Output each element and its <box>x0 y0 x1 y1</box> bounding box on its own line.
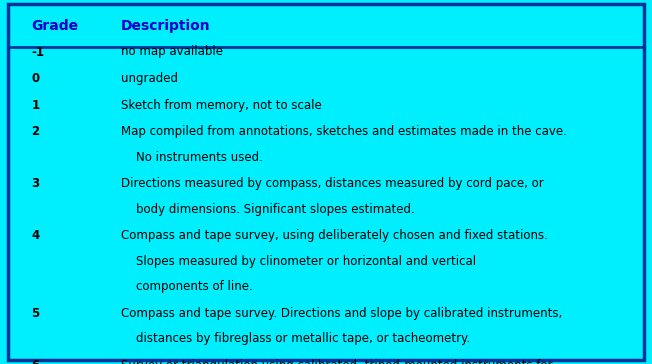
Text: 6: 6 <box>31 359 40 364</box>
Text: 3: 3 <box>31 177 39 190</box>
Text: -1: -1 <box>31 46 44 59</box>
Text: Map compiled from annotations, sketches and estimates made in the cave.: Map compiled from annotations, sketches … <box>121 125 567 138</box>
Text: 1: 1 <box>31 99 39 112</box>
Text: Compass and tape survey, using deliberately chosen and fixed stations.: Compass and tape survey, using deliberat… <box>121 229 548 242</box>
Text: components of line.: components of line. <box>121 280 252 293</box>
Text: Description: Description <box>121 19 210 33</box>
Text: No instruments used.: No instruments used. <box>121 151 263 164</box>
Text: no map available: no map available <box>121 46 222 59</box>
Text: Grade: Grade <box>31 19 78 33</box>
Text: Slopes measured by clinometer or horizontal and vertical: Slopes measured by clinometer or horizon… <box>121 255 476 268</box>
Text: 5: 5 <box>31 307 40 320</box>
Text: 2: 2 <box>31 125 39 138</box>
Text: 4: 4 <box>31 229 40 242</box>
Text: Survey or triangulation using calibrated, tripod-mounted instruments for: Survey or triangulation using calibrated… <box>121 359 552 364</box>
Text: Directions measured by compass, distances measured by cord pace, or: Directions measured by compass, distance… <box>121 177 543 190</box>
Text: distances by fibreglass or metallic tape, or tacheometry.: distances by fibreglass or metallic tape… <box>121 332 470 345</box>
Text: Compass and tape survey. Directions and slope by calibrated instruments,: Compass and tape survey. Directions and … <box>121 307 562 320</box>
Text: Sketch from memory, not to scale: Sketch from memory, not to scale <box>121 99 321 112</box>
Text: body dimensions. Significant slopes estimated.: body dimensions. Significant slopes esti… <box>121 203 415 216</box>
Text: ungraded: ungraded <box>121 72 177 85</box>
Text: 0: 0 <box>31 72 39 85</box>
